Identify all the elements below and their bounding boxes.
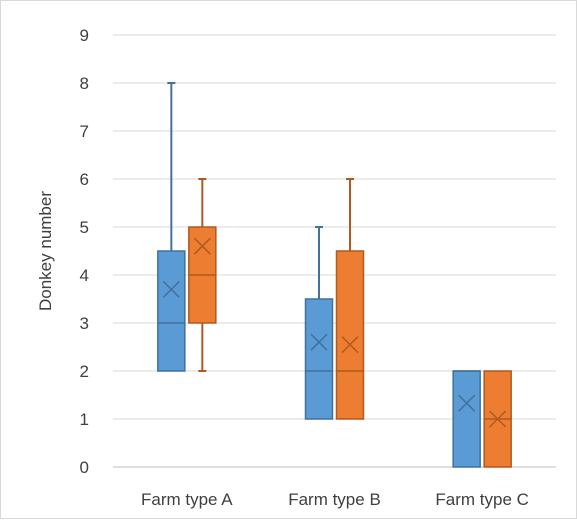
y-tick-label: 9 xyxy=(80,26,89,45)
mean-marker xyxy=(310,333,328,351)
mean-marker xyxy=(458,394,476,412)
x-category-label: Farm type A xyxy=(141,490,233,509)
boxes xyxy=(157,82,512,468)
box-2-1 xyxy=(188,178,217,372)
x-category-label: Farm type C xyxy=(435,490,529,509)
y-tick-label: 4 xyxy=(80,266,89,285)
mean-marker xyxy=(489,410,507,428)
y-axis-ticks: 0 1 2 3 4 5 6 7 8 9 xyxy=(80,26,89,477)
box-body xyxy=(335,250,365,420)
y-tick-label: 5 xyxy=(80,218,89,237)
y-axis-title: Donkey number xyxy=(36,191,55,311)
x-category-label: Farm type B xyxy=(288,490,381,509)
box-2-3 xyxy=(483,370,512,468)
mean-marker xyxy=(162,280,180,298)
box-body xyxy=(452,370,481,468)
box-1-2 xyxy=(304,226,334,420)
gridlines xyxy=(113,34,556,468)
y-tick-label: 7 xyxy=(80,122,89,141)
x-axis-categories: Farm type A Farm type B Farm type C xyxy=(141,490,529,509)
y-tick-label: 0 xyxy=(80,458,89,477)
y-tick-label: 8 xyxy=(80,74,89,93)
mean-marker xyxy=(341,336,359,354)
box-2-2 xyxy=(335,178,365,420)
y-tick-label: 2 xyxy=(80,362,89,381)
box-1-1 xyxy=(157,82,186,372)
box-body xyxy=(304,298,334,420)
y-tick-label: 3 xyxy=(80,314,89,333)
y-tick-label: 6 xyxy=(80,170,89,189)
box-body xyxy=(157,250,186,372)
box-1-3 xyxy=(452,370,481,468)
mean-marker xyxy=(193,237,211,255)
y-tick-label: 1 xyxy=(80,410,89,429)
